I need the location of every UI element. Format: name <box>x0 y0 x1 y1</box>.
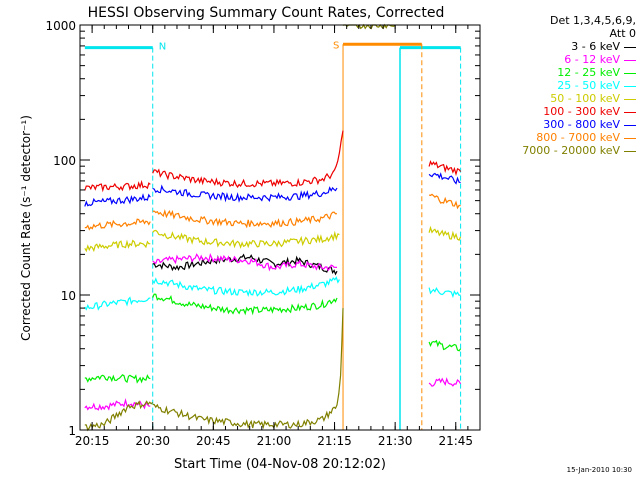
series-line-0-seg-0 <box>152 253 338 276</box>
saa-label: S <box>333 40 339 51</box>
legend-swatch <box>624 111 636 113</box>
legend-swatch <box>624 137 636 139</box>
series-line-1-seg-2 <box>428 377 462 387</box>
series-line-2-seg-2 <box>428 339 462 352</box>
x-tick-label-0: 20:15 <box>75 434 110 448</box>
legend-swatch <box>624 72 636 74</box>
x-tick-label-3: 21:00 <box>257 434 292 448</box>
y-tick-label-2: 100 <box>53 154 76 168</box>
legend-swatch <box>624 85 636 87</box>
legend-entry-8: 7000 - 20000 keV <box>476 144 636 157</box>
legend-swatch <box>624 124 636 126</box>
legend-entry-0: 3 - 6 keV <box>476 40 636 53</box>
series-line-4-seg-1 <box>152 229 340 249</box>
x-tick-label-2: 20:45 <box>196 434 231 448</box>
series-line-3-seg-1 <box>152 276 340 297</box>
legend-label: 12 - 25 keV <box>557 66 620 79</box>
series-line-3-seg-2 <box>428 287 461 299</box>
chart-title: HESSI Observing Summary Count Rates, Cor… <box>88 5 445 21</box>
legend-entry-6: 300 - 800 keV <box>476 118 636 131</box>
timestamp: 15-Jan-2010 10:30 <box>566 466 632 474</box>
legend-label: 25 - 50 keV <box>557 79 620 92</box>
legend-label: 300 - 800 keV <box>543 118 620 131</box>
legend-label: 7000 - 20000 keV <box>522 144 620 157</box>
legend-entry-7: 800 - 7000 keV <box>476 131 636 144</box>
legend-entry-1: 6 - 12 keV <box>476 53 636 66</box>
series-line-5-seg-0 <box>84 179 151 193</box>
series-line-3-seg-0 <box>84 296 151 311</box>
legend-header-line1: Det 1,3,4,5,6,9, <box>549 14 636 27</box>
y-tick-label-0: 1 <box>68 424 76 438</box>
legend-entry-3: 25 - 50 keV <box>476 79 636 92</box>
series-line-6-seg-0 <box>84 193 151 207</box>
legend-swatch <box>624 59 636 61</box>
legend-swatch <box>624 98 636 100</box>
legend-entry-5: 100 - 300 keV <box>476 105 636 118</box>
series-line-8-seg-1 <box>152 308 344 430</box>
series-line-7-seg-1 <box>152 209 338 229</box>
legend: Det 1,3,4,5,6,9, Att 0 3 - 6 keV 6 - 12 k… <box>476 14 636 157</box>
series-line-7-seg-2 <box>428 193 461 210</box>
legend-label: 800 - 7000 keV <box>536 131 620 144</box>
series-line-1-seg-1 <box>152 252 338 272</box>
legend-label: 6 - 12 keV <box>564 53 620 66</box>
series-line-8-seg-0 <box>84 400 154 432</box>
legend-label: 3 - 6 keV <box>571 40 620 53</box>
series-line-8-seg-2 <box>342 23 396 30</box>
legend-label: 100 - 300 keV <box>543 105 620 118</box>
series-line-5-seg-2 <box>428 159 462 177</box>
series-line-7-seg-0 <box>84 218 151 231</box>
legend-swatch <box>624 46 636 48</box>
legend-swatch <box>624 150 636 152</box>
x-tick-label-4: 21:15 <box>317 434 352 448</box>
legend-entry-2: 12 - 25 keV <box>476 66 636 79</box>
axes: 20:15 20:30 20:45 21:00 21:15 21:30 21:45 1 10 10… <box>45 19 481 448</box>
x-tick-label-1: 20:30 <box>135 434 170 448</box>
plot-frame <box>79 24 481 431</box>
legend-header-line2: Att 0 <box>609 27 636 40</box>
series-line-6-seg-2 <box>428 172 461 185</box>
legend-entry-4: 50 - 100 keV <box>476 92 636 105</box>
x-tick-label-5: 21:30 <box>378 434 413 448</box>
series-line-4-seg-0 <box>84 239 151 253</box>
y-tick-label-3: 1000 <box>45 19 76 33</box>
series-line-4-seg-2 <box>428 225 462 241</box>
series-line-5-seg-1 <box>152 130 344 189</box>
x-tick-label-6: 21:45 <box>438 434 473 448</box>
x-axis-label: Start Time (04-Nov-08 20:12:02) <box>174 457 386 472</box>
y-tick-label-1: 10 <box>61 289 76 303</box>
y-axis-label: Corrected Count Rate (s⁻¹ detector⁻¹) <box>19 115 33 341</box>
series-line-2-seg-1 <box>152 293 338 316</box>
night-label: N <box>159 42 166 53</box>
series-line-6-seg-1 <box>152 184 338 203</box>
legend-label: 50 - 100 keV <box>550 92 620 105</box>
series-line-2-seg-0 <box>84 374 151 384</box>
